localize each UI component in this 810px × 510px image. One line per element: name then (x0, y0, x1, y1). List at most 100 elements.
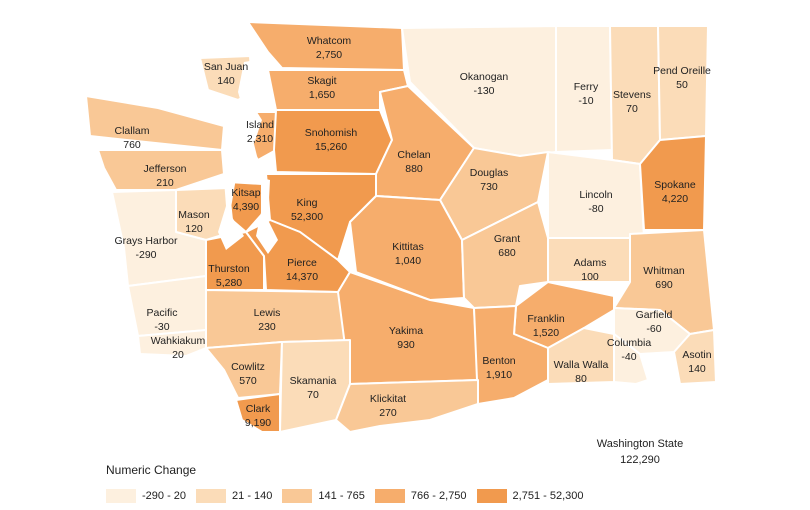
county-name: Walla Walla (554, 359, 609, 371)
county-label-kitsap: Kitsap 4,390 (231, 187, 260, 213)
county-name: Columbia (607, 337, 652, 349)
county-value: 230 (258, 321, 276, 333)
legend-swatch (476, 489, 507, 503)
county-label-cowlitz: Cowlitz 570 (231, 361, 265, 387)
county-label-pierce: Pierce 14,370 (286, 257, 318, 283)
county-name: Asotin (682, 349, 711, 361)
county-value: 880 (405, 163, 423, 175)
county-label-grant: Grant 680 (494, 233, 520, 259)
county-name: Kittitas (392, 241, 424, 253)
county-name: Pierce (287, 257, 317, 269)
county-value: -40 (621, 351, 636, 363)
legend-label: 766 - 2,750 (410, 490, 467, 502)
county-name: Clark (246, 403, 271, 415)
county-value: 930 (397, 339, 415, 351)
county-name: Whitman (643, 265, 685, 277)
county-label-clark: Clark 9,190 (245, 403, 271, 429)
county-value: 100 (581, 271, 599, 283)
county-label-san-juan: San Juan 140 (204, 61, 249, 87)
county-label-chelan: Chelan 880 (397, 149, 430, 175)
legend-swatch (282, 489, 313, 503)
county-grant (461, 201, 549, 309)
county-name: Pend Oreille (653, 65, 711, 77)
county-name: Yakima (389, 325, 423, 337)
county-value: 4,390 (233, 201, 259, 213)
county-value: 20 (172, 349, 184, 361)
county-name: Snohomish (305, 127, 358, 139)
county-label-skagit: Skagit 1,650 (307, 75, 336, 101)
county-value: 2,750 (316, 49, 342, 61)
county-label-mason: Mason 120 (178, 209, 210, 235)
county-value: -130 (473, 85, 494, 97)
county-label-thurston: Thurston 5,280 (208, 263, 250, 289)
county-walla-walla (547, 327, 615, 385)
county-name: Wahkiakum (151, 335, 206, 347)
county-name: Island (246, 119, 274, 131)
county-value: 15,260 (315, 141, 347, 153)
legend-item: 141 - 765 (282, 489, 365, 503)
county-name: King (296, 197, 317, 209)
county-value: 1,910 (486, 369, 512, 381)
county-label-garfield: Garfield -60 (636, 309, 673, 335)
county-name: Jefferson (144, 163, 187, 175)
county-asotin (673, 329, 717, 385)
county-name: San Juan (204, 61, 249, 73)
county-name: Lewis (254, 307, 281, 319)
county-name: Franklin (527, 313, 565, 325)
county-label-spokane: Spokane 4,220 (654, 179, 696, 205)
county-value: -80 (588, 203, 603, 215)
county-value: -10 (578, 95, 593, 107)
county-label-wahkiakum: Wahkiakum 20 (151, 335, 206, 361)
county-wahkiakum (137, 329, 207, 357)
legend-label: 141 - 765 (318, 490, 365, 502)
county-value: 1,650 (309, 89, 335, 101)
county-value: 730 (480, 181, 498, 193)
county-name: Grant (494, 233, 520, 245)
county-label-whitman: Whitman 690 (643, 265, 685, 291)
county-label-island: Island 2,310 (246, 119, 274, 145)
county-label-walla-walla: Walla Walla 80 (554, 359, 609, 385)
county-name: Thurston (208, 263, 250, 275)
county-label-king: King 52,300 (291, 197, 323, 223)
county-value: 140 (688, 363, 706, 375)
county-label-pend-oreille: Pend Oreille 50 (653, 65, 711, 91)
county-label-snohomish: Snohomish 15,260 (305, 127, 358, 153)
county-value: 270 (379, 407, 397, 419)
county-label-skamania: Skamania 70 (290, 375, 337, 401)
county-name: Ferry (574, 81, 599, 93)
county-label-okanogan: Okanogan -130 (460, 71, 509, 97)
county-name: Klickitat (370, 393, 406, 405)
county-name: Grays Harbor (114, 235, 178, 247)
county-shapes (85, 21, 717, 433)
county-spokane (639, 135, 707, 231)
county-value: 210 (156, 177, 174, 189)
county-value: 52,300 (291, 211, 323, 223)
county-label-ferry: Ferry -10 (574, 81, 599, 107)
county-name: Pacific (147, 307, 178, 319)
county-label-klickitat: Klickitat 270 (370, 393, 406, 419)
legend-item: -290 - 20 (106, 489, 186, 503)
county-name: Cowlitz (231, 361, 265, 373)
legend-label: -290 - 20 (142, 490, 187, 502)
legend-swatch (106, 489, 136, 503)
county-name: Skagit (307, 75, 336, 87)
water-channel (218, 178, 244, 250)
county-label-franklin: Franklin 1,520 (527, 313, 565, 339)
county-name: Whatcom (307, 35, 352, 47)
county-label-lewis: Lewis 230 (254, 307, 281, 333)
county-value: 80 (575, 373, 587, 385)
county-label-pacific: Pacific -30 (147, 307, 178, 333)
county-label-yakima: Yakima 930 (389, 325, 423, 351)
county-value: 9,190 (245, 417, 271, 429)
legend-item: 21 - 140 (196, 489, 272, 503)
county-name: Okanogan (460, 71, 509, 83)
county-value: 760 (123, 139, 141, 151)
county-value: 140 (217, 75, 235, 87)
county-name: Stevens (613, 89, 651, 101)
county-value: -60 (646, 323, 661, 335)
county-value: -30 (154, 321, 169, 333)
county-label-asotin: Asotin 140 (682, 349, 711, 375)
county-label-douglas: Douglas 730 (470, 167, 509, 193)
water-channel (256, 178, 278, 254)
